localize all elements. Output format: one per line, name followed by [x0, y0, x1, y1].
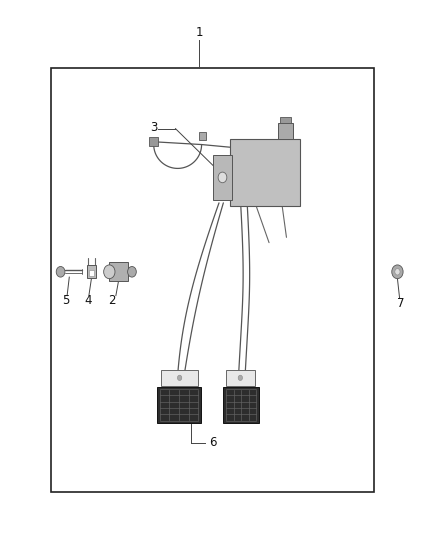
Text: 2: 2 [108, 294, 115, 308]
Circle shape [238, 375, 243, 381]
Bar [280, 117, 291, 123]
Bar [89, 270, 94, 276]
Bar [51, 68, 374, 492]
Bar [278, 123, 293, 139]
Bar [213, 155, 232, 200]
Bar [110, 262, 127, 281]
Bar [161, 370, 198, 386]
Bar [199, 132, 206, 140]
Bar [230, 139, 300, 206]
Bar [149, 137, 158, 146]
Bar [157, 387, 201, 423]
Text: 6: 6 [209, 436, 216, 449]
Circle shape [177, 375, 182, 381]
Circle shape [218, 172, 227, 183]
Text: 5: 5 [62, 294, 70, 308]
Bar [87, 265, 96, 278]
Circle shape [395, 269, 400, 275]
Text: 4: 4 [85, 294, 92, 308]
Bar [226, 370, 255, 386]
Text: 3: 3 [150, 120, 157, 134]
Circle shape [56, 266, 65, 277]
Circle shape [127, 266, 136, 277]
Circle shape [392, 265, 403, 279]
Bar [223, 387, 259, 423]
Text: 7: 7 [397, 297, 405, 310]
Circle shape [104, 265, 115, 279]
Text: 1: 1 [196, 26, 203, 38]
